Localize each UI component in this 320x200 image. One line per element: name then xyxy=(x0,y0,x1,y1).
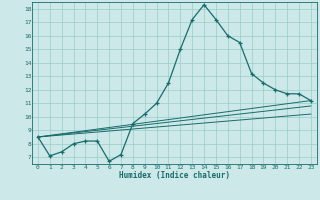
X-axis label: Humidex (Indice chaleur): Humidex (Indice chaleur) xyxy=(119,171,230,180)
